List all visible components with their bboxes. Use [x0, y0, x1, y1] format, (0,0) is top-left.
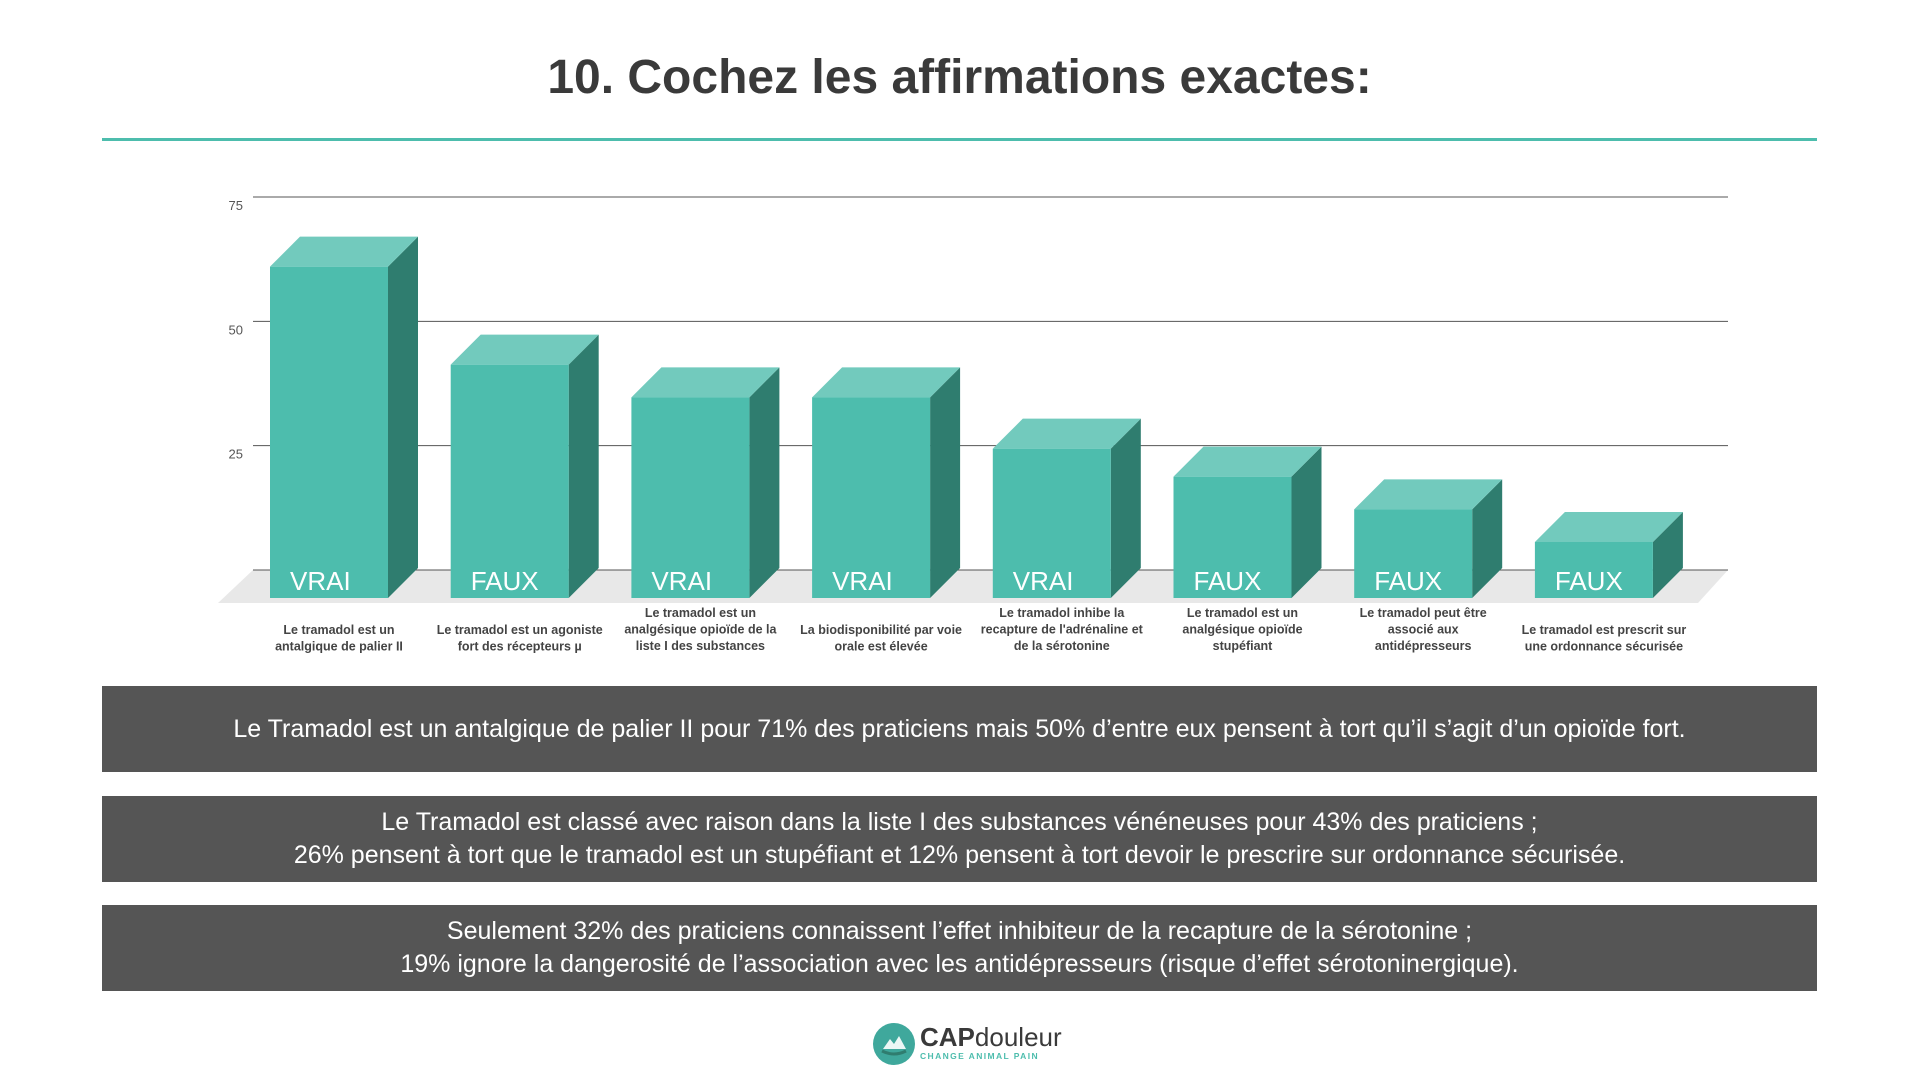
category-label-line: associé aux	[1388, 623, 1459, 637]
bar-top	[1534, 512, 1683, 542]
summary-banner-1: Le Tramadol est un antalgique de palier …	[102, 686, 1817, 772]
bar-answer-label: FAUX	[471, 566, 539, 596]
category-label-line: orale est élevée	[835, 640, 928, 654]
category-label: Le tramadol est un antalgique de palier I…	[275, 623, 403, 654]
summary-banner-2: Le Tramadol est classé avec raison dans …	[102, 796, 1817, 882]
bar-answer-label: FAUX	[1194, 566, 1262, 596]
bar	[1173, 476, 1292, 598]
bar-side	[749, 367, 780, 598]
category-label-line: Le tramadol est un	[1187, 606, 1298, 620]
category-label: Le tramadol est un analgésique opioïde stu…	[1182, 606, 1302, 653]
category-label-line: antalgique de palier II	[275, 640, 403, 654]
category-label-line: antidépresseurs	[1375, 639, 1472, 653]
category-label: La biodisponibilité par voie orale est él…	[800, 623, 962, 654]
banner-3-line-2: 19% ignore la dangerosité de l’associati…	[400, 950, 1519, 978]
summary-banner-3: Seulement 32% des praticiens connaissent…	[102, 905, 1817, 991]
bar-top	[270, 236, 418, 267]
bar-answer-label: VRAI	[1013, 566, 1074, 596]
bar-answer-label: VRAI	[651, 566, 712, 596]
bar-side	[388, 236, 418, 598]
category-label-line: recapture de l'adrénaline et	[981, 623, 1144, 637]
bar-answer-label: VRAI	[290, 566, 351, 596]
category-label-line: analgésique opioïde	[1182, 623, 1302, 637]
category-label-line: Le tramadol peut être	[1360, 606, 1487, 620]
bar-top	[1354, 479, 1503, 510]
title-divider	[102, 138, 1817, 141]
bar	[1354, 509, 1473, 598]
bar-top	[812, 367, 961, 398]
bar-side	[1652, 512, 1683, 598]
category-label-line: une ordonnance sécurisée	[1525, 640, 1683, 654]
cap-douleur-logo-icon	[873, 1023, 915, 1065]
category-label-line: Le tramadol est un	[283, 623, 394, 637]
category-label: Le tramadol inhibe la recapture de l'adré…	[981, 606, 1144, 653]
category-label: Le tramadol est un analgésique opioïde de…	[624, 606, 777, 653]
bar-side	[568, 334, 599, 598]
category-label-line: stupéfiant	[1213, 639, 1274, 653]
logo-name-light: douleur	[974, 1022, 1062, 1052]
y-tick-label: 25	[229, 447, 243, 462]
category-label: Le tramadol peut être associé aux antidépr…	[1360, 606, 1487, 653]
bar	[270, 266, 388, 598]
bar-side	[1110, 418, 1141, 598]
category-label-line: fort des récepteurs µ	[458, 640, 582, 654]
logo-tagline: CHANGE ANIMAL PAIN	[920, 1051, 1040, 1061]
banner-2-line-2: 26% pensent à tort que le tramadol est u…	[293, 841, 1626, 869]
category-label-line: de la sérotonine	[1014, 639, 1110, 653]
y-tick-label: 50	[229, 322, 243, 337]
category-label-line: Le tramadol est prescrit sur	[1522, 623, 1687, 637]
banner-2-line-1: Le Tramadol est classé avec raison dans …	[381, 808, 1538, 836]
bar	[992, 448, 1111, 598]
bar-top	[631, 367, 780, 398]
category-label-line: analgésique opioïde de la	[624, 623, 777, 637]
bar-side	[930, 367, 961, 598]
category-label-line: Le tramadol est un	[645, 606, 756, 620]
bar-chart: 75 50 25 VRAI Le tramadol est un antalgique …	[218, 196, 1728, 654]
category-label-line: Le tramadol inhibe la	[999, 606, 1125, 620]
bar	[631, 397, 750, 598]
logo-name-bold: CAP	[920, 1022, 975, 1052]
banner-1-line-1: Le Tramadol est un antalgique de palier …	[233, 714, 1686, 743]
bar-top	[450, 334, 599, 365]
bar-answer-label: FAUX	[1374, 566, 1442, 596]
category-label: Le tramadol est un agoniste fort des réce…	[437, 623, 603, 654]
bar-side	[1472, 479, 1503, 598]
category-label-line: Le tramadol est un agoniste	[437, 623, 603, 637]
bar-answer-label: VRAI	[832, 566, 893, 596]
y-tick-label: 75	[229, 198, 243, 213]
bar	[450, 364, 569, 598]
chart-floor	[218, 570, 1728, 603]
banner-3-line-1: Seulement 32% des praticiens connaissent…	[446, 917, 1473, 945]
cap-douleur-logo: CAPdouleur CHANGE ANIMAL PAIN	[872, 1022, 1062, 1066]
page-title: 10. Cochez les affirmations exactes:	[547, 51, 1372, 104]
category-label-line: La biodisponibilité par voie	[800, 623, 962, 637]
bar-top	[1173, 446, 1322, 477]
bar-top	[992, 418, 1141, 449]
logo-wordmark: CAPdouleur	[920, 1023, 1062, 1051]
bar	[1534, 542, 1653, 598]
category-label-line: liste I des substances	[636, 639, 765, 653]
bar-answer-label: FAUX	[1555, 566, 1623, 596]
category-label: Le tramadol est prescrit sur une ordonnan…	[1522, 623, 1687, 654]
bar-side	[1291, 446, 1322, 598]
bar	[812, 397, 931, 598]
